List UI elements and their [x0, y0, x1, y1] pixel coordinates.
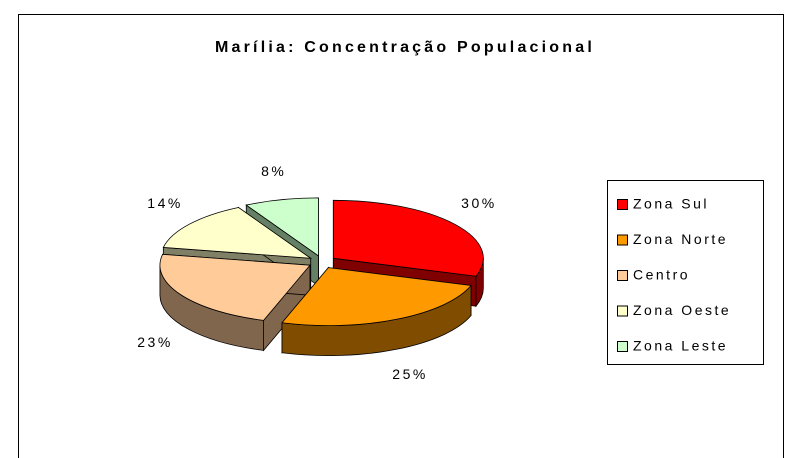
legend [607, 180, 764, 365]
legend-swatch [617, 305, 628, 317]
slice [159, 253, 311, 321]
slice [332, 199, 484, 277]
data-label: 8% [261, 163, 286, 179]
legend-swatch [617, 199, 628, 210]
legend-label: Zona Oeste [633, 302, 731, 318]
slice [162, 207, 313, 259]
legend-label: Centro [633, 267, 690, 283]
chart-title: Marília: Concentração Populacional [215, 39, 595, 56]
data-label: 23% [137, 334, 173, 350]
data-label: 30% [461, 195, 497, 211]
data-label: 25% [392, 366, 428, 382]
legend-label: Zona Leste [633, 338, 728, 354]
legend-swatch [617, 234, 628, 246]
legend-label: Zona Sul [633, 196, 709, 212]
data-label: 14% [147, 195, 183, 211]
legend-label: Zona Norte [633, 231, 728, 247]
slice [281, 267, 472, 327]
legend-swatch [617, 270, 628, 281]
slice [245, 197, 319, 257]
legend-swatch [617, 341, 628, 352]
